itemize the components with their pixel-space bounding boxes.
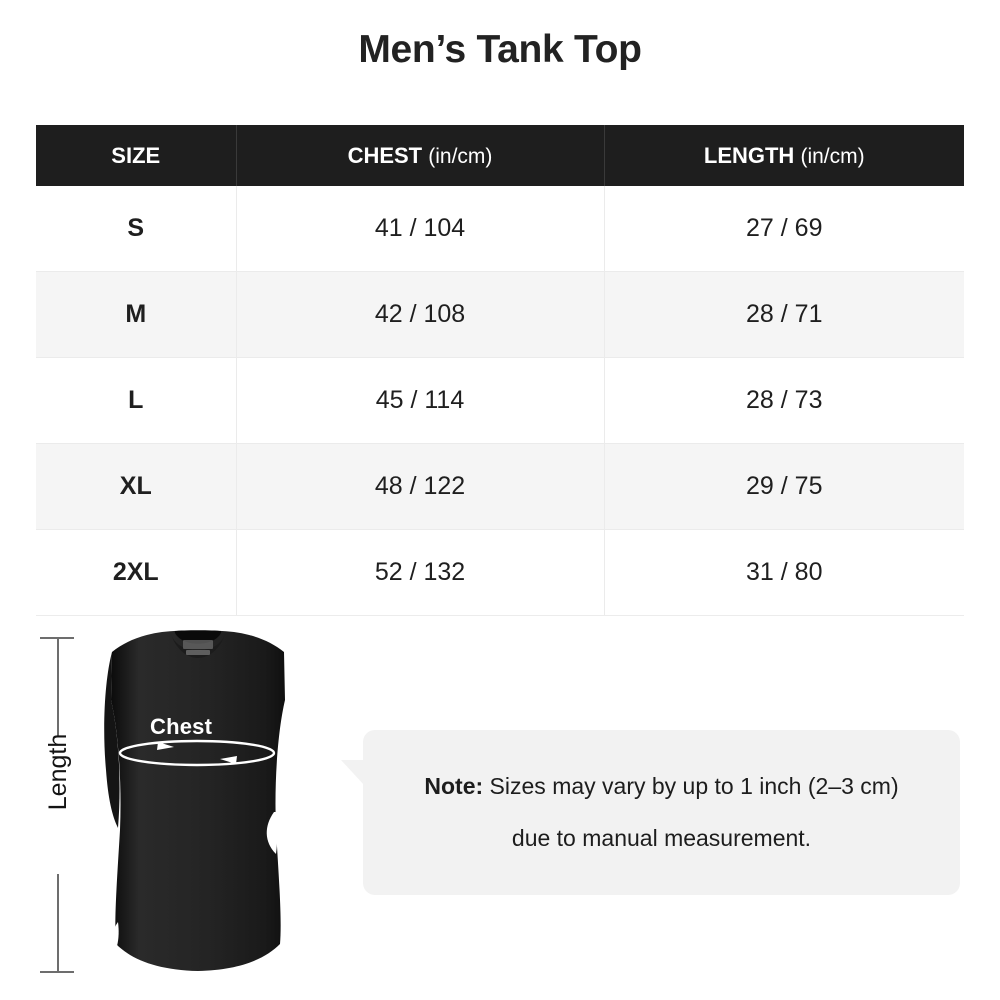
garment-left-notch-icon bbox=[113, 922, 119, 946]
chest-arrow-left-icon bbox=[157, 742, 174, 750]
cell-size: 2XL bbox=[36, 529, 237, 616]
note-callout-text: Note: Sizes may vary by up to 1 inch (2–… bbox=[363, 730, 960, 895]
column-header-size: SIZE bbox=[36, 125, 237, 186]
length-dimension-label: Length bbox=[44, 733, 72, 811]
length-cap-bottom-icon bbox=[40, 971, 74, 973]
note-line-1-text: Sizes may vary by up to 1 inch (2–3 cm) bbox=[483, 773, 899, 800]
chest-dimension-label: Chest bbox=[150, 714, 213, 739]
note-prefix: Note: bbox=[424, 773, 484, 800]
cell-chest: 41 / 104 bbox=[236, 186, 605, 272]
length-stem-upper-icon bbox=[57, 638, 59, 736]
cell-chest: 45 / 114 bbox=[236, 357, 605, 444]
size-chart-table: SIZE CHEST (in/cm) LENGTH (in/cm) S 41 /… bbox=[36, 125, 964, 616]
table-row: L 45 / 114 28 / 73 bbox=[36, 357, 964, 444]
table-row: 2XL 52 / 132 31 / 80 bbox=[36, 529, 964, 616]
cell-size: L bbox=[36, 357, 237, 444]
cell-length: 29 / 75 bbox=[604, 443, 964, 530]
tank-top-svg bbox=[104, 630, 285, 971]
cell-size: S bbox=[36, 186, 237, 272]
neck-tag-icon bbox=[183, 640, 213, 649]
cell-length: 31 / 80 bbox=[604, 529, 964, 616]
column-header-size-label: SIZE bbox=[111, 142, 161, 168]
cell-chest: 48 / 122 bbox=[236, 443, 605, 530]
garment-collar-icon bbox=[171, 634, 225, 658]
table-row: M 42 / 108 28 / 71 bbox=[36, 271, 964, 358]
note-callout-bubble bbox=[363, 730, 960, 895]
length-stem-lower-icon bbox=[57, 874, 59, 972]
table-body: S 41 / 104 27 / 69 M 42 / 108 28 / 71 L … bbox=[36, 186, 964, 616]
cell-length: 27 / 69 bbox=[604, 186, 964, 272]
cell-size: XL bbox=[36, 443, 237, 530]
column-header-length-unit: (in/cm) bbox=[800, 144, 865, 168]
note-line-1: Note: Sizes may vary by up to 1 inch (2–… bbox=[424, 774, 898, 799]
page-title: Men’s Tank Top bbox=[358, 28, 642, 71]
garment-side-notch-icon bbox=[266, 812, 278, 854]
column-header-length-label: LENGTH bbox=[703, 142, 795, 168]
tank-top-illustration bbox=[88, 630, 308, 980]
chest-arrow-right-icon bbox=[220, 756, 237, 764]
column-header-length: LENGTH (in/cm) bbox=[604, 125, 964, 186]
table-header-row: SIZE CHEST (in/cm) LENGTH (in/cm) bbox=[36, 125, 964, 186]
neck-tag-secondary-icon bbox=[186, 650, 210, 655]
table-header: SIZE CHEST (in/cm) LENGTH (in/cm) bbox=[36, 125, 964, 186]
length-dimension-bracket: Length bbox=[40, 637, 76, 973]
column-header-chest: CHEST (in/cm) bbox=[236, 125, 605, 186]
note-callout-tail-icon bbox=[341, 760, 365, 786]
note-line-2: due to manual measurement. bbox=[511, 824, 812, 851]
chest-measure-ellipse-icon bbox=[118, 739, 276, 767]
garment-body-icon bbox=[111, 631, 285, 971]
cell-chest: 52 / 132 bbox=[236, 529, 605, 616]
table-row: S 41 / 104 27 / 69 bbox=[36, 186, 964, 272]
garment-left-armhole-icon bbox=[104, 652, 120, 828]
table-row: XL 48 / 122 29 / 75 bbox=[36, 443, 964, 530]
cell-chest: 42 / 108 bbox=[236, 271, 605, 358]
cell-size: M bbox=[36, 271, 237, 358]
column-header-chest-unit: (in/cm) bbox=[428, 144, 493, 168]
cell-length: 28 / 73 bbox=[604, 357, 964, 444]
cell-length: 28 / 71 bbox=[604, 271, 964, 358]
column-header-chest-label: CHEST bbox=[347, 142, 423, 168]
